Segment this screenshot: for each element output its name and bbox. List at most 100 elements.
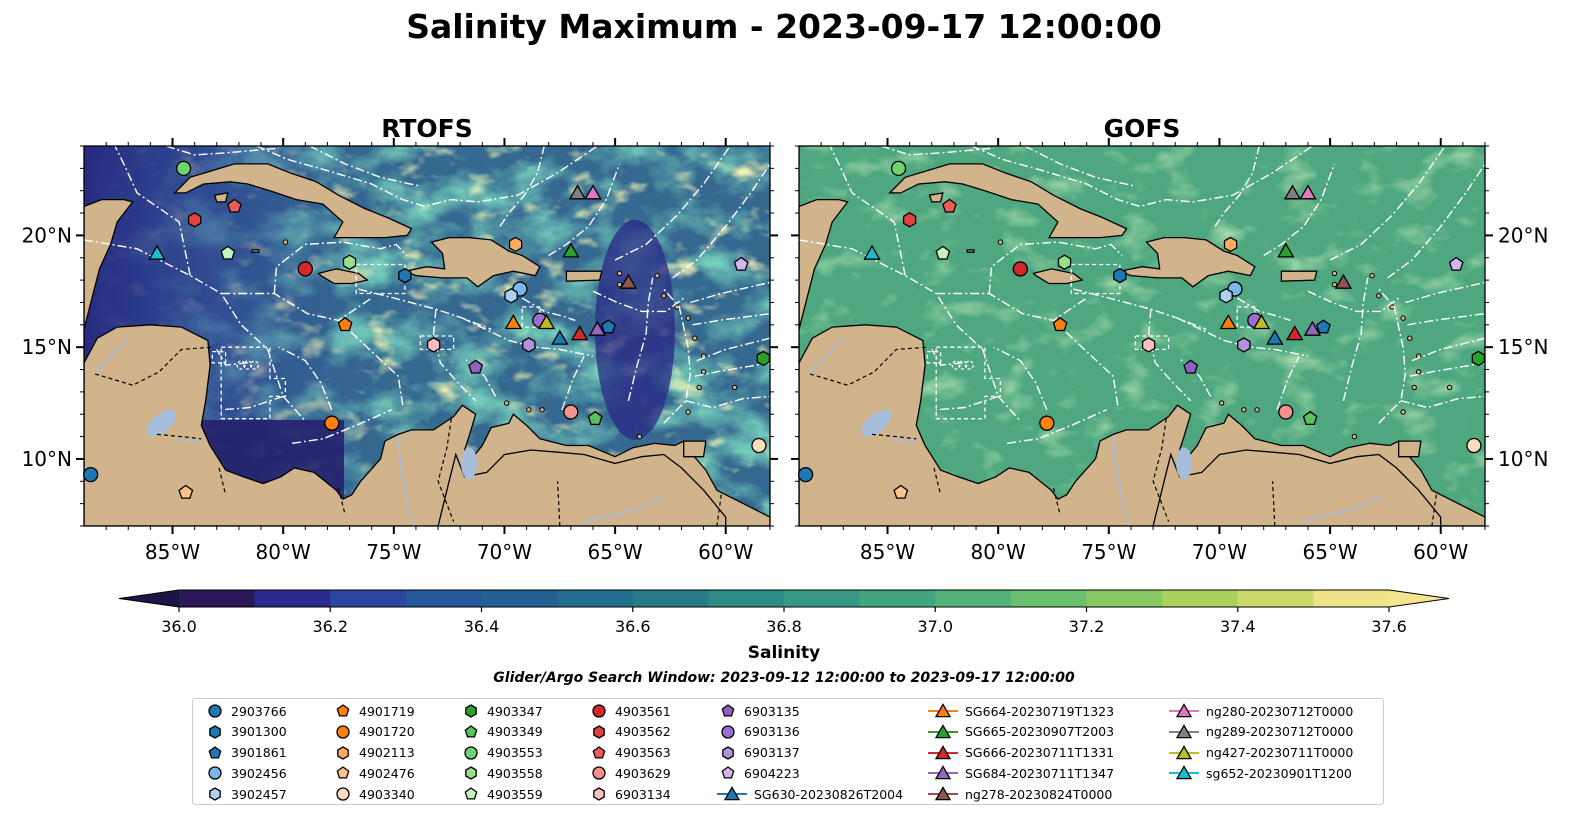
land-cuba — [888, 163, 1128, 239]
eez-line — [278, 346, 333, 411]
marker-6903134 — [1141, 337, 1156, 353]
island — [731, 384, 738, 391]
protected-area — [419, 335, 455, 351]
marker-sg665-20230907t2003 — [562, 242, 580, 258]
legend-marker-triangle-icon — [1169, 703, 1199, 718]
island — [1241, 407, 1247, 413]
legend-label: 6903137 — [744, 745, 800, 761]
legend-item: SG665-20230907T2003 — [927, 722, 1114, 742]
legend-label: 4903559 — [487, 786, 543, 802]
y-tick-label: 20°N — [1498, 223, 1548, 247]
lake — [861, 409, 892, 437]
eez-line — [521, 297, 576, 322]
colorbar-extend-high — [1389, 590, 1449, 607]
colorbar-tick-label: 37.0 — [917, 617, 953, 636]
marker-6903137 — [1237, 337, 1251, 353]
legend-item: 4902113 — [331, 743, 415, 763]
colorbar-segment — [1237, 590, 1314, 607]
legend-marker-triangle-icon — [928, 765, 958, 780]
land-puerto-rico — [1280, 270, 1318, 282]
marker-4901719 — [1052, 316, 1068, 332]
protected-area — [355, 263, 406, 295]
legend-label: ng289-20230712T0000 — [1206, 724, 1354, 740]
legend-item: 4903347 — [459, 701, 543, 721]
legend-label: 3902457 — [231, 786, 287, 802]
marker-3901300 — [1113, 267, 1127, 284]
marker-4903558 — [342, 254, 357, 270]
marker-sg664-20230719t1323 — [1219, 313, 1238, 330]
eez-line — [696, 337, 770, 362]
legend-marker-triangle-icon — [1169, 723, 1199, 739]
eez-line — [1147, 309, 1192, 402]
colorbar-segment — [557, 590, 634, 607]
legend-item: 4903340 — [331, 784, 415, 804]
eez-line — [1342, 277, 1369, 401]
legend-label: 3901861 — [231, 745, 287, 761]
legend-marker-circle-icon — [336, 787, 350, 801]
legend-item: 4903629 — [587, 763, 671, 783]
marker-3902457 — [1219, 288, 1233, 304]
island — [654, 272, 660, 279]
marker-sg666-20230711t1331 — [570, 325, 589, 341]
legend-marker-circle-icon — [592, 704, 606, 718]
legend-label: 3902456 — [231, 765, 287, 781]
eez-line — [165, 146, 279, 156]
island — [1411, 384, 1417, 391]
legend-label: 3901300 — [231, 724, 287, 740]
legend-marker-hexagon-icon — [209, 787, 221, 801]
y-tick-label: 15°N — [22, 335, 72, 359]
land-hispaniola — [1117, 236, 1256, 288]
marker-4903561 — [297, 261, 313, 277]
legend-item: 6903135 — [716, 701, 800, 721]
marker-2903766 — [82, 466, 99, 483]
island — [1331, 281, 1338, 288]
eez-line — [1263, 163, 1336, 257]
protected-area-ring — [249, 360, 259, 370]
legend-label: 4903558 — [487, 765, 543, 781]
marker-4903340 — [751, 437, 767, 454]
colorbar-segment — [1086, 590, 1163, 607]
marker-4903562 — [902, 212, 917, 228]
colorbar-tick-label: 36.2 — [312, 617, 348, 636]
colorbar-segment — [405, 590, 482, 607]
legend-marker-triangle-icon — [928, 723, 958, 739]
colorbar-segment — [481, 590, 558, 607]
marker-ng280-20230712t0000 — [1299, 184, 1317, 200]
marker-4903558 — [1057, 254, 1072, 270]
map-frame — [798, 145, 1486, 527]
legend-item: 4903559 — [459, 784, 543, 804]
y-tick-label: 10°N — [1498, 447, 1548, 471]
legend-label: 4903562 — [615, 724, 671, 740]
legend-marker-triangle-icon — [928, 786, 958, 801]
river — [397, 436, 415, 526]
protected-area — [935, 346, 1002, 420]
marker-4901720 — [1039, 415, 1055, 431]
marker-ng280-20230712t0000 — [584, 184, 602, 200]
eez-line — [799, 239, 1021, 422]
legend-marker-circle-icon — [721, 725, 735, 739]
legend-item: 3902456 — [203, 763, 287, 783]
x-tick-label: 80°W — [256, 540, 311, 564]
marker-2903766 — [797, 466, 814, 483]
island — [526, 407, 532, 413]
colorbar-extend-low — [119, 590, 179, 607]
island — [1407, 335, 1413, 341]
legend-label: 4901720 — [359, 724, 415, 740]
x-tick-label: 65°W — [1302, 540, 1357, 564]
lake — [146, 409, 177, 437]
y-tick-label: 10°N — [22, 447, 72, 471]
marker-4902113 — [508, 236, 523, 253]
protected-area — [220, 346, 287, 420]
eez-line — [1307, 290, 1400, 313]
colorbar-segment — [1162, 590, 1239, 607]
protected-area — [1134, 335, 1170, 351]
x-tick-label: 70°W — [477, 540, 532, 564]
x-tick-label: 60°W — [698, 540, 753, 564]
eez-line — [338, 319, 404, 406]
lake — [461, 447, 478, 480]
colorbar-tick-label: 37.4 — [1220, 617, 1256, 636]
marker-6903134 — [426, 337, 441, 353]
eez-line — [993, 346, 1048, 411]
legend-marker-hexagon-icon — [209, 725, 221, 739]
